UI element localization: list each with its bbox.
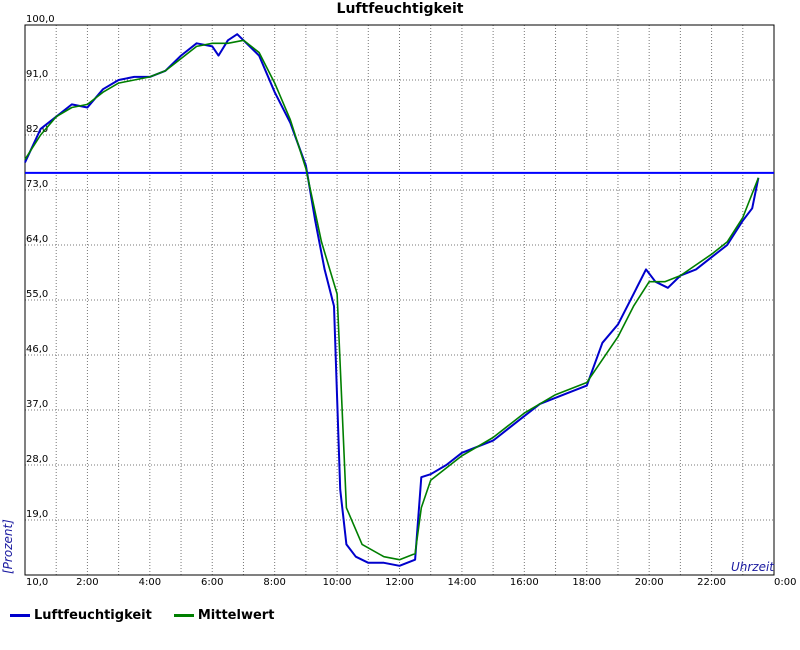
x-tick-label: 20:00 xyxy=(635,577,664,588)
legend-item-mittelwert: Mittelwert xyxy=(173,608,275,623)
chart-legend: Luftfeuchtigkeit Mittelwert xyxy=(10,608,274,623)
y-axis-label: [Prozent] xyxy=(1,519,15,574)
series-line-mittelwert xyxy=(24,39,760,561)
chart-grid xyxy=(25,25,774,575)
legend-item-luftfeuchtigkeit: Luftfeuchtigkeit xyxy=(10,608,152,623)
y-tick-label: 37,0 xyxy=(26,399,48,410)
x-tick-label: 10:00 xyxy=(323,577,352,588)
y-tick-label: 10,0 xyxy=(26,577,48,588)
x-tick-label: 0:00 xyxy=(774,577,796,588)
y-tick-label: 100,0 xyxy=(26,14,55,25)
x-tick-label: 8:00 xyxy=(263,577,285,588)
x-tick-label: 12:00 xyxy=(385,577,414,588)
x-tick-label: 16:00 xyxy=(510,577,539,588)
y-tick-label: 91,0 xyxy=(26,69,48,80)
x-tick-label: 14:00 xyxy=(448,577,477,588)
x-tick-label: 22:00 xyxy=(697,577,726,588)
y-tick-label: 46,0 xyxy=(26,344,48,355)
legend-swatch-luftfeuchtigkeit xyxy=(10,614,30,617)
x-axis-label: Uhrzeit xyxy=(731,560,775,574)
x-axis: 2:00 4:00 6:00 8:00 10:00 12:00 14:00 16:00 18:0… xyxy=(76,577,796,588)
y-tick-label: 19,0 xyxy=(26,509,48,520)
legend-label-mittelwert: Mittelwert xyxy=(197,608,275,623)
legend-swatch-mittelwert xyxy=(173,614,194,617)
y-axis: 10,0 19,0 28,0 37,0 46,0 55,0 64,0 73,0 82,0 91,0… xyxy=(26,14,55,588)
chart-title: Luftfeuchtigkeit xyxy=(337,1,464,17)
y-tick-label: 55,0 xyxy=(26,289,48,300)
legend-label-luftfeuchtigkeit: Luftfeuchtigkeit xyxy=(34,608,152,623)
y-tick-label: 73,0 xyxy=(26,179,48,190)
x-tick-label: 4:00 xyxy=(139,577,161,588)
x-tick-label: 6:00 xyxy=(201,577,223,588)
y-tick-label: 82,0 xyxy=(26,124,48,135)
x-tick-label: 2:00 xyxy=(76,577,98,588)
y-tick-label: 28,0 xyxy=(26,454,48,465)
y-tick-label: 64,0 xyxy=(26,234,48,245)
x-tick-label: 18:00 xyxy=(572,577,601,588)
plot-area xyxy=(24,24,775,576)
